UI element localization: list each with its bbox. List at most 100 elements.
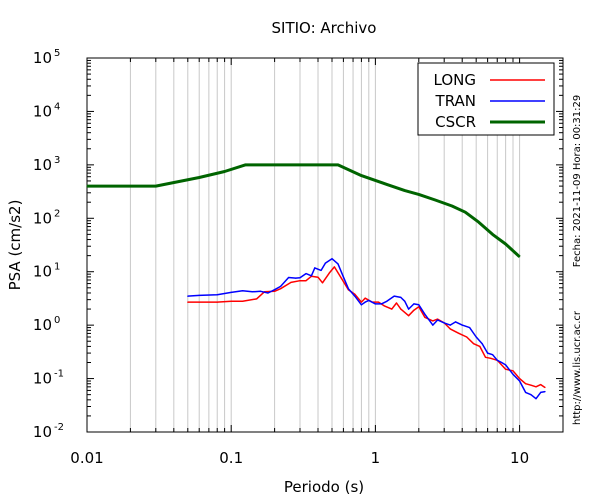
data-point-long	[395, 302, 398, 304]
data-point-long	[354, 293, 356, 295]
data-point-long	[364, 297, 366, 299]
data-point-tran	[230, 291, 232, 293]
x-axis: 0.01 0.1 1 10	[70, 58, 564, 467]
y-tick-exponent: 3	[54, 155, 60, 166]
data-point-tran	[374, 303, 376, 305]
data-point-cscr	[155, 185, 157, 187]
data-point-tran	[242, 290, 244, 292]
data-point-tran	[437, 319, 439, 321]
data-point-tran	[198, 294, 200, 296]
data-point-tran	[331, 258, 333, 260]
data-point-long	[458, 332, 460, 334]
data-point-tran	[251, 291, 253, 293]
data-point-long	[449, 328, 451, 330]
y-tick-exponent: 1	[54, 262, 60, 273]
legend-label-long: LONG	[434, 71, 476, 89]
y-tick-exponent: 5	[54, 48, 60, 59]
x-tick-label: 10	[510, 449, 529, 467]
data-point-tran	[187, 295, 189, 297]
data-point-tran	[368, 299, 370, 301]
data-point-tran	[461, 324, 463, 326]
y-tick-exponent: 0	[54, 315, 60, 326]
data-point-tran	[408, 308, 410, 310]
source-url: http://www.lis.ucr.ac.cr	[572, 310, 583, 425]
data-point-tran	[449, 324, 451, 326]
data-point-tran	[320, 269, 322, 271]
data-point-tran	[400, 296, 402, 298]
y-tick-exponent: 4	[54, 101, 60, 112]
data-point-long	[479, 345, 481, 347]
data-point-long	[466, 336, 468, 338]
data-point-long	[391, 308, 393, 310]
data-point-tran	[519, 380, 521, 382]
series-line-long	[187, 266, 546, 389]
data-point-tran	[324, 262, 326, 264]
data-point-long	[317, 276, 319, 278]
data-point-cscr	[198, 176, 200, 179]
data-point-long	[360, 301, 362, 303]
data-point-long	[505, 368, 507, 370]
data-point-tran	[404, 300, 406, 302]
data-point-long	[535, 386, 537, 388]
y-tick-label: 10	[33, 49, 52, 67]
data-point-tran	[354, 295, 356, 297]
data-point-long	[424, 316, 426, 318]
data-point-long	[484, 356, 487, 358]
data-point-long	[321, 282, 324, 284]
data-point-long	[299, 280, 301, 282]
y-tick-label: 10	[33, 102, 52, 120]
data-point-long	[432, 320, 434, 322]
y-tick-label: 10	[33, 156, 52, 174]
data-point-long	[187, 301, 189, 303]
data-point-tran	[380, 303, 382, 305]
data-point-long	[383, 305, 385, 307]
data-point-cscr	[434, 199, 436, 201]
data-point-tran	[492, 354, 494, 356]
data-point-long	[525, 383, 527, 385]
data-point-long	[242, 300, 244, 302]
data-point-long	[340, 277, 342, 279]
data-point-tran	[501, 361, 503, 364]
series-cscr	[86, 163, 521, 258]
data-point-tran	[443, 322, 445, 324]
data-point-tran	[475, 336, 477, 338]
y-tick-label: 10	[33, 263, 52, 281]
series-line-tran	[187, 257, 546, 400]
data-point-tran	[260, 290, 262, 292]
data-point-tran	[530, 394, 532, 396]
legend-box	[417, 62, 555, 136]
data-point-cscr	[404, 190, 406, 192]
y-tick-label: 10	[33, 423, 52, 441]
data-point-tran	[364, 301, 366, 303]
y-tick-label: 10	[33, 316, 52, 334]
x-tick-label: 0.1	[219, 449, 243, 467]
data-point-tran	[525, 391, 527, 393]
data-point-tran	[280, 285, 282, 287]
data-point-tran	[299, 277, 301, 279]
data-point-tran	[393, 295, 395, 297]
data-point-long	[519, 378, 521, 380]
data-point-long	[400, 308, 402, 310]
y-axis-label: PSA (cm/s2)	[6, 200, 24, 291]
data-point-tran	[342, 276, 344, 278]
data-point-cscr	[360, 175, 362, 177]
y-tick-label: 10	[33, 209, 52, 227]
data-point-long	[413, 309, 415, 311]
data-point-tran	[455, 321, 457, 323]
data-point-long	[274, 290, 276, 292]
data-point-long	[305, 280, 307, 282]
plot-frame	[86, 57, 564, 433]
data-point-cscr	[418, 193, 420, 195]
data-point-long	[230, 300, 232, 302]
data-point-tran	[418, 304, 420, 306]
data-point-tran	[481, 343, 483, 345]
data-point-long	[408, 315, 410, 317]
data-point-tran	[487, 352, 489, 354]
data-point-tran	[496, 359, 498, 361]
data-point-tran	[544, 391, 546, 393]
data-point-cscr	[505, 243, 507, 245]
y-tick-label: 10	[33, 370, 52, 388]
data-point-tran	[216, 294, 218, 296]
